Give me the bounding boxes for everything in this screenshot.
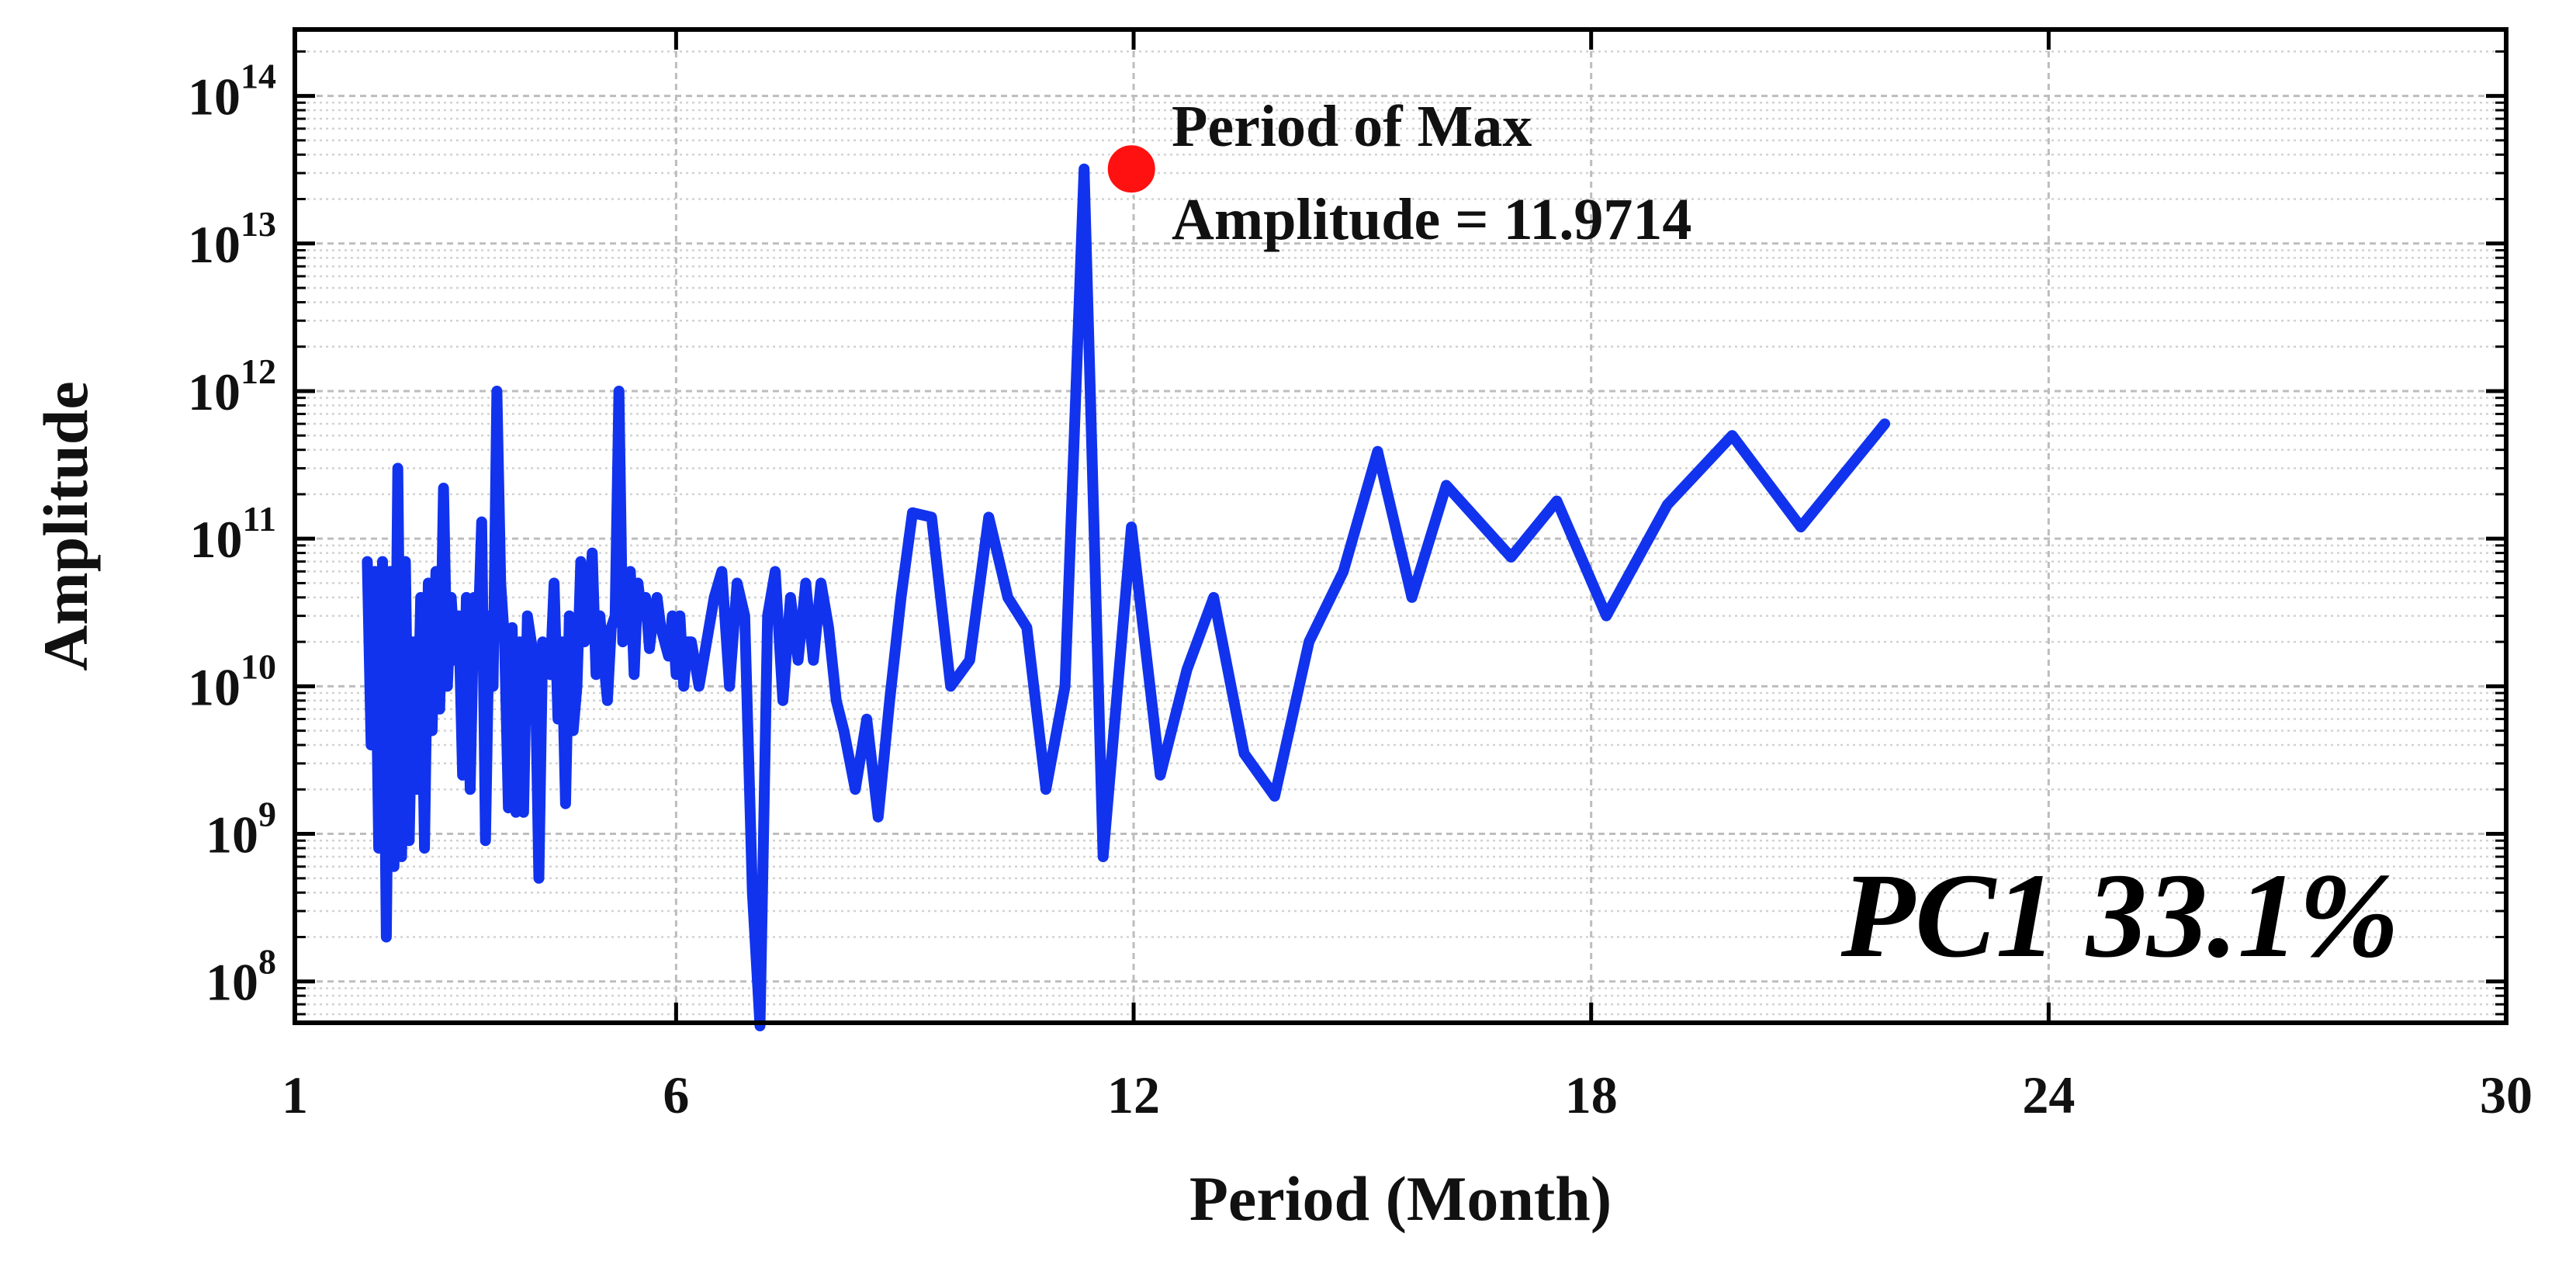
y-tick-label: 1012 (188, 352, 276, 421)
pc-variance-label: PC1 33.1% (1840, 848, 2399, 982)
major-grid (295, 29, 2506, 1023)
y-tick-label: 1014 (188, 57, 276, 126)
x-tick-label: 12 (1107, 1065, 1160, 1124)
x-tick-label: 6 (663, 1065, 689, 1124)
y-tick-label: 108 (206, 942, 276, 1012)
x-tick-label: 30 (2480, 1065, 2533, 1124)
y-tick-labels: 108 109 1010 1011 1012 1013 1014 (188, 57, 276, 1012)
series-line-pc1-spectrum (362, 163, 1891, 1031)
x-tick-label: 18 (1565, 1065, 1618, 1124)
x-tick-label: 24 (2022, 1065, 2075, 1124)
y-tick-label: 109 (206, 795, 276, 864)
y-axis-title: Amplitude (30, 381, 101, 671)
max-amplitude-marker (1105, 143, 1158, 196)
annotation-line-2: Amplitude = 11.9714 (1172, 187, 1691, 252)
y-tick-label: 1013 (188, 204, 276, 274)
axis-ticks (293, 29, 2508, 1023)
y-tick-label: 1011 (190, 499, 276, 569)
y-tick-label: 1010 (188, 646, 276, 716)
plot-area-frame (293, 27, 2508, 1025)
x-tick-label: 1 (282, 1065, 308, 1124)
x-axis-title: Period (Month) (1189, 1163, 1612, 1234)
x-tick-labels: 1 6 12 18 24 30 (282, 1065, 2533, 1124)
series-layer (362, 143, 1891, 1031)
annotation-line-1: Period of Max (1172, 94, 1532, 159)
